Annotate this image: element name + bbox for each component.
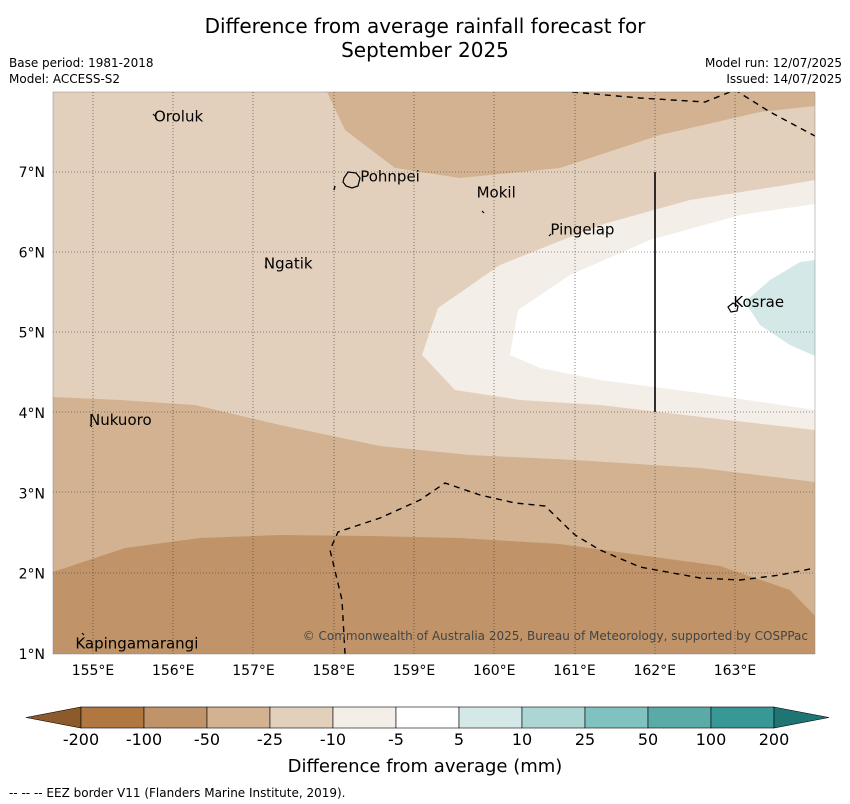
colorbar-segment	[332, 706, 397, 729]
colorbar-tick-label: 5	[453, 730, 465, 749]
latitude-tick-label: 4°N	[19, 406, 45, 422]
islands	[81, 113, 739, 636]
ngatik-marker-icon	[264, 265, 268, 269]
place-label: Nukuoro	[89, 411, 152, 429]
latitude-tick-label: 1°N	[19, 647, 45, 663]
colorbar-tick-label: 100	[695, 730, 727, 749]
place-label: Kapingamarangi	[75, 634, 198, 652]
colorbar-segment	[143, 706, 208, 729]
colorbar-tick-label: 25	[574, 730, 596, 749]
colorbar-segment	[395, 706, 460, 729]
place-label: Mokil	[477, 184, 516, 202]
band-neg5-pos5	[510, 204, 815, 410]
mokil-marker-icon	[481, 210, 485, 214]
colorbar-segment	[80, 706, 145, 729]
rainfall-map: Oroluk Pohnpei Mokil Pingelap Ngatik Kosrae Nu…	[19, 91, 816, 679]
latitude-tick-label: 2°N	[19, 567, 45, 583]
colorbar-segment	[206, 706, 271, 729]
longitude-tick-label: 156°E	[152, 663, 195, 679]
colorbar-segment	[269, 706, 334, 729]
pohnpei-island-icon	[342, 171, 361, 189]
longitude-tick-label: 159°E	[393, 663, 436, 679]
gridlines	[53, 92, 815, 654]
meta-left: Base period: 1981-2018 Model: ACCESS-S2	[9, 55, 154, 87]
colorbar-segment	[584, 706, 649, 729]
longitude-tick-label: 161°E	[553, 663, 596, 679]
colorbar-tick-label: -100	[125, 730, 163, 749]
map-title-line2: September 2025	[341, 38, 509, 62]
kosrae-island-icon	[727, 302, 739, 313]
eez-border-pohnpei	[333, 185, 336, 191]
eez-borders	[329, 92, 815, 654]
eez-border-north	[571, 92, 815, 137]
longitude-ticks: 155°E 156°E 157°E 158°E 159°E 160°E 161°E 162°E…	[72, 663, 757, 679]
longitude-tick-label: 160°E	[473, 663, 516, 679]
colorbar-tick-label: 50	[637, 730, 659, 749]
model-text: Model: ACCESS-S2	[9, 72, 121, 86]
latitude-tick-label: 5°N	[19, 326, 45, 342]
base-period-text: Base period: 1981-2018	[9, 56, 154, 70]
longitude-tick-label: 158°E	[312, 663, 355, 679]
band-neg100-neg50	[53, 535, 815, 654]
plot-frame	[52, 91, 816, 655]
colorbar-segment	[458, 706, 523, 729]
nukuoro-marker-icon	[89, 424, 93, 428]
eez-footnote: -- -- -- EEZ border V11 (Flanders Marine…	[9, 786, 346, 800]
copyright-text: © Commonwealth of Australia 2025, Bureau…	[303, 629, 808, 643]
colorbar-segment	[710, 706, 775, 729]
colorbar-tick-label: -25	[256, 730, 284, 749]
place-label: Kosrae	[733, 293, 784, 311]
place-label: Ngatik	[264, 254, 313, 272]
colorbar-left-arrow	[25, 706, 82, 729]
colorbar-tick-label: -10	[319, 730, 347, 749]
pingelap-marker-icon	[548, 233, 552, 237]
longitude-tick-label: 157°E	[232, 663, 275, 679]
latitude-tick-label: 3°N	[19, 486, 45, 502]
longitude-tick-label: 162°E	[633, 663, 676, 679]
colorbar-segment	[647, 706, 712, 729]
colorbar-tick-label: -200	[62, 730, 100, 749]
longitude-tick-label: 163°E	[714, 663, 757, 679]
longitude-tick-label: 155°E	[72, 663, 115, 679]
colorbar-tick-label: 200	[758, 730, 790, 749]
latitude-tick-label: 6°N	[19, 245, 45, 261]
meta-right: Model run: 12/07/2025 Issued: 14/07/2025	[705, 55, 842, 87]
colorbar-right-arrow	[773, 706, 830, 729]
issued-text: Issued: 14/07/2025	[726, 72, 842, 86]
model-run-text: Model run: 12/07/2025	[704, 56, 842, 70]
oroluk-marker-icon	[152, 113, 156, 117]
map-title-line1: Difference from average rainfall forecas…	[204, 14, 646, 38]
colorbar-tick-label: 10	[511, 730, 533, 749]
place-labels: Oroluk Pohnpei Mokil Pingelap Ngatik Kosrae Nu…	[75, 107, 784, 652]
place-label: Oroluk	[154, 107, 203, 125]
place-label: Pohnpei	[360, 168, 420, 186]
map-fill-layers	[53, 92, 815, 654]
band-neg50-neg25-top	[327, 92, 815, 178]
place-label: Pingelap	[550, 221, 614, 239]
latitude-tick-label: 7°N	[19, 165, 45, 181]
colorbar	[25, 706, 830, 729]
colorbar-segment	[521, 706, 586, 729]
colorbar-title: Difference from average (mm)	[287, 756, 563, 777]
colorbar-tick-label: -5	[388, 730, 404, 749]
kapinga-marker-icon	[81, 632, 85, 636]
latitude-ticks: 7°N 6°N 5°N 4°N 3°N 2°N 1°N	[19, 165, 45, 663]
colorbar-tick-label: -50	[193, 730, 221, 749]
